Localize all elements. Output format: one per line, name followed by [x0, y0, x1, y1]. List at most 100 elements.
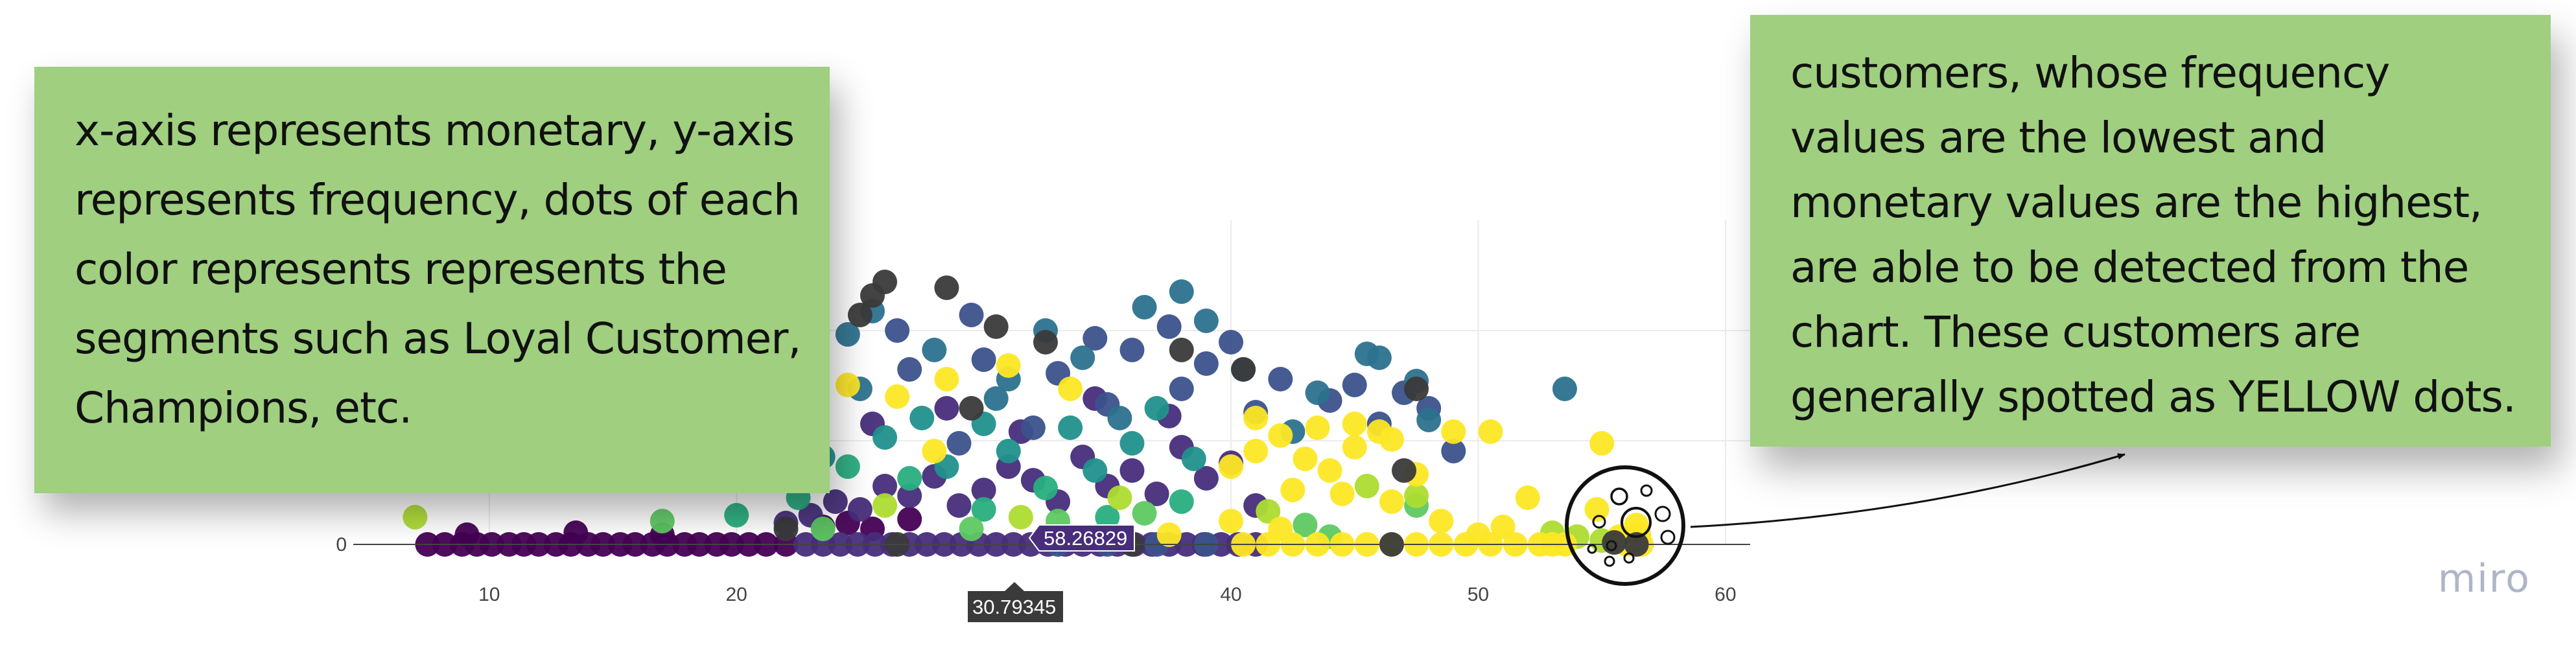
data-point [946, 493, 972, 518]
data-point [1144, 482, 1169, 506]
data-point [885, 318, 910, 343]
data-point [1243, 406, 1269, 430]
data-point [1466, 522, 1491, 547]
data-point [650, 509, 675, 533]
data-point [1119, 431, 1145, 456]
data-point [1293, 513, 1318, 537]
data-point [1515, 485, 1540, 510]
hover-x-label: 30.79345 [968, 582, 1063, 622]
data-point [1119, 458, 1145, 483]
data-point [1392, 458, 1417, 483]
data-point [1268, 367, 1293, 391]
y-tick-label: 0 [336, 534, 347, 555]
data-point [1058, 377, 1083, 401]
data-point [1354, 474, 1379, 498]
data-point [885, 384, 910, 409]
data-point [860, 283, 885, 308]
data-point [1379, 489, 1404, 514]
data-point [1107, 485, 1132, 510]
sticky-note-axis-explanation-text: x-axis represents monetary, y-axis repre… [75, 106, 801, 433]
data-point [1231, 357, 1256, 382]
data-point [724, 503, 749, 528]
sticky-note-yellow-dots[interactable]: customers, whose frequency values are th… [1750, 15, 2551, 447]
data-point [1169, 338, 1194, 362]
data-point [1193, 309, 1219, 333]
data-point [1083, 326, 1108, 351]
data-point [1132, 295, 1157, 320]
data-point [823, 489, 848, 514]
data-point [897, 357, 922, 382]
data-point [835, 454, 860, 479]
connector-arrow[interactable] [1690, 453, 2125, 528]
data-point [1156, 522, 1182, 547]
data-point [1132, 501, 1157, 526]
x-tick-label: 20 [726, 584, 747, 605]
data-point [1589, 431, 1615, 456]
data-point [773, 517, 799, 541]
data-point [1144, 396, 1169, 421]
data-point [983, 314, 1009, 339]
data-point [1404, 377, 1429, 401]
data-point [1219, 330, 1244, 355]
data-point [1478, 419, 1503, 444]
data-point [1429, 509, 1454, 533]
data-point [1280, 478, 1306, 502]
data-point [872, 425, 898, 450]
data-point [1342, 412, 1367, 436]
data-point [1119, 338, 1145, 362]
data-point [1033, 330, 1058, 355]
data-point [934, 396, 959, 421]
data-point [959, 396, 984, 421]
data-point [1033, 476, 1058, 500]
data-point [1305, 380, 1330, 405]
data-point [1169, 489, 1194, 514]
hover-y-value: 58.26829 [1044, 527, 1127, 550]
hover-y-label: 58.26829 [1028, 524, 1135, 552]
data-point [1193, 466, 1219, 491]
x-tick-label: 10 [478, 584, 500, 605]
data-point [1293, 447, 1318, 471]
miro-watermark: miro [2437, 556, 2531, 601]
data-point [847, 303, 872, 327]
hover-x-label-box [968, 582, 1063, 622]
hover-y-label-box [1028, 524, 1135, 552]
x-tick-label: 40 [1220, 584, 1241, 605]
data-point [996, 353, 1021, 378]
data-point [959, 517, 984, 541]
data-points [403, 270, 1654, 557]
data-point [934, 275, 959, 300]
data-point [897, 483, 922, 508]
data-point [1404, 483, 1429, 508]
data-point [1107, 406, 1132, 430]
data-point [1354, 342, 1379, 366]
data-point [1020, 415, 1046, 440]
data-point [909, 406, 935, 430]
data-point [1058, 415, 1083, 440]
data-point [1156, 314, 1182, 339]
x-tick-label: 50 [1468, 584, 1489, 605]
data-point [1169, 377, 1194, 401]
data-point [1552, 377, 1577, 401]
data-point [1329, 482, 1355, 506]
data-point [1305, 415, 1330, 440]
data-point [1268, 517, 1293, 541]
sticky-note-axis-explanation[interactable]: x-axis represents monetary, y-axis repre… [34, 67, 830, 493]
data-point [1219, 454, 1244, 479]
data-point [1584, 497, 1610, 522]
data-point [922, 439, 947, 463]
data-point [1008, 505, 1033, 530]
data-point [1342, 373, 1367, 397]
data-point [897, 466, 922, 491]
data-point [403, 505, 428, 530]
data-point [1342, 435, 1367, 460]
data-point [835, 373, 860, 397]
data-point [810, 517, 836, 541]
data-point [1083, 458, 1108, 483]
data-point [971, 497, 996, 522]
data-point [1441, 419, 1466, 444]
hover-x-value: 30.79345 [972, 596, 1056, 618]
highlight-circle [1565, 465, 1685, 586]
data-point [1095, 505, 1120, 530]
